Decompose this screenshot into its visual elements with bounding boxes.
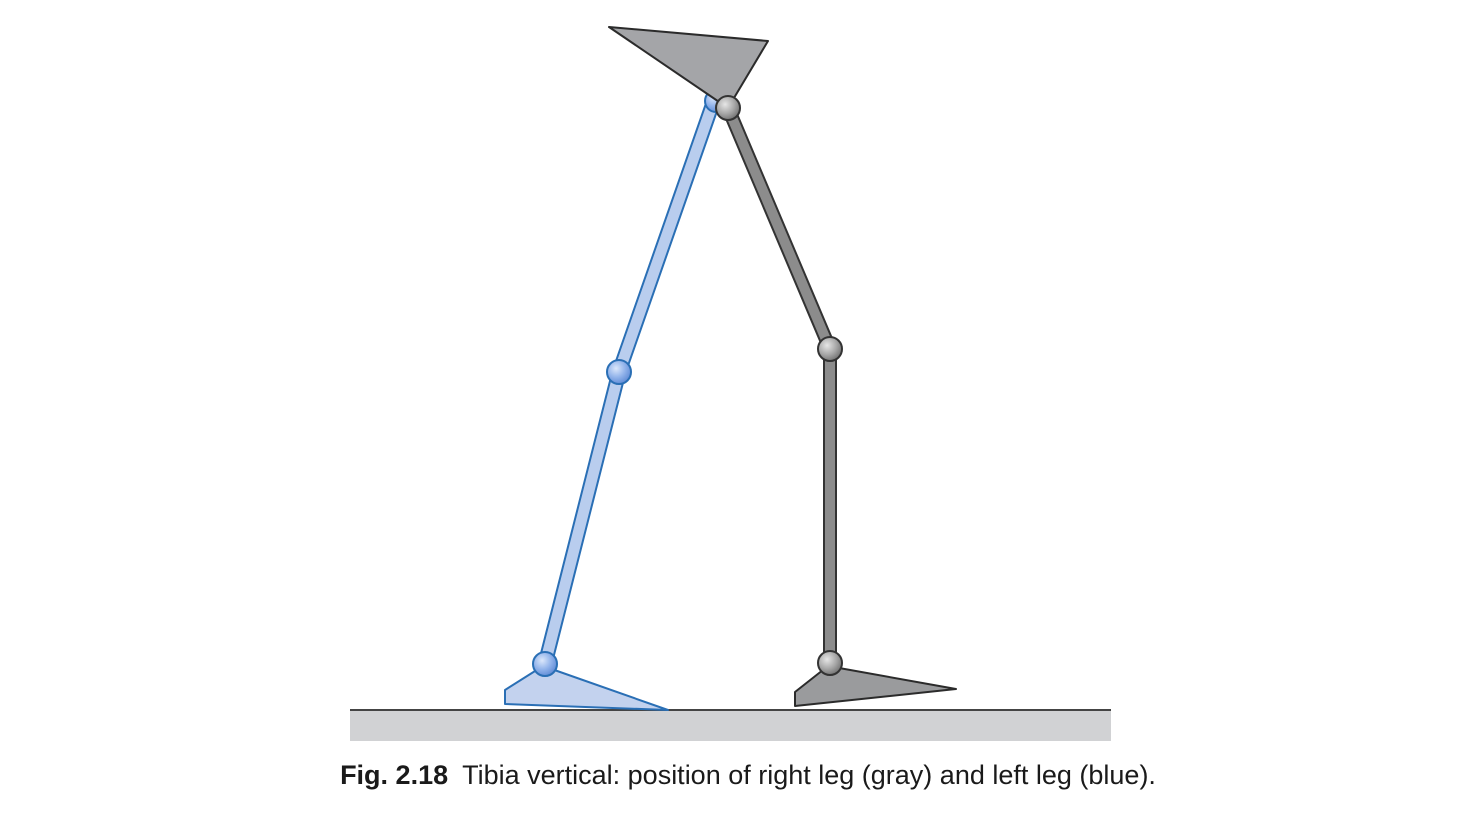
right-foot (794, 665, 957, 707)
figure-caption-text: Tibia vertical: position of right leg (g… (462, 760, 1156, 790)
right-shank (823, 348, 837, 664)
left-shank (537, 369, 627, 667)
pelvis (608, 26, 769, 109)
figure-caption: Fig. 2.18 Tibia vertical: position of rig… (0, 760, 1460, 791)
right-hip-joint (715, 95, 741, 121)
right-thigh (721, 104, 837, 353)
ground-block (350, 710, 1111, 741)
left-thigh (611, 96, 722, 376)
ground (350, 709, 1111, 741)
right-knee-joint (817, 336, 843, 362)
right-leg-gray (608, 26, 957, 707)
left-foot (504, 665, 669, 711)
left-ankle-joint (532, 651, 558, 677)
left-leg-blue (504, 89, 728, 711)
figure-label: Fig. 2.18 (340, 760, 449, 790)
left-knee-joint (606, 359, 632, 385)
right-ankle-joint (817, 650, 843, 676)
